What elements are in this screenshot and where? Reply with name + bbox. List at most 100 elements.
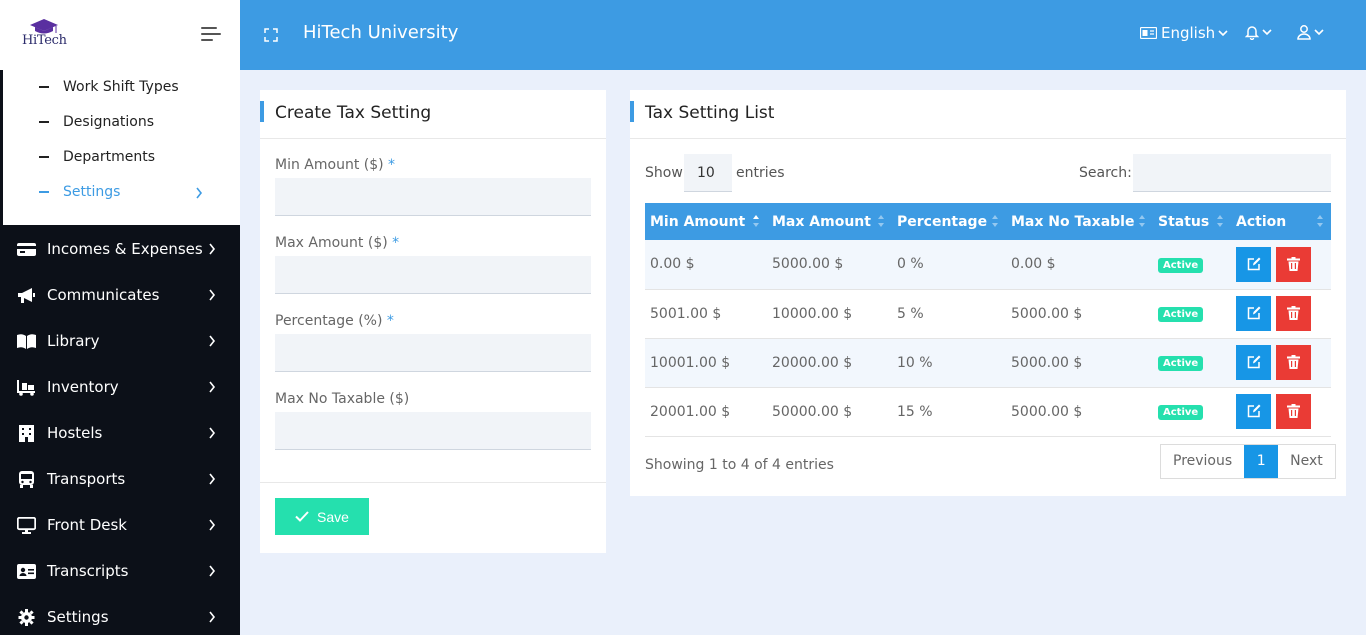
language-selector[interactable]: English: [1140, 24, 1228, 42]
notifications-button[interactable]: [1245, 24, 1272, 40]
sidebar-item-hostels[interactable]: Hostels: [0, 413, 240, 453]
sort-icon: [1139, 215, 1145, 227]
col-action[interactable]: Action: [1231, 203, 1331, 240]
building-icon: [19, 424, 34, 442]
graduation-cap-icon: [30, 19, 58, 34]
delete-button[interactable]: [1276, 246, 1311, 282]
bell-icon: [1245, 26, 1259, 40]
chevron-down-icon: [1262, 29, 1272, 36]
sort-icon: [1217, 215, 1223, 227]
cell-min-amount: 5001.00 $: [645, 289, 767, 339]
delete-button[interactable]: [1276, 345, 1311, 380]
table-header-row: Min Amount Max Amount Percentage Max No …: [645, 203, 1331, 240]
sidebar: Work Shift Types Designations Department…: [0, 70, 240, 635]
sidebar-item-transcripts[interactable]: Transcripts: [0, 551, 240, 591]
sidebar-item-label: Hostels: [47, 424, 103, 442]
page-1-button[interactable]: 1: [1244, 445, 1279, 478]
sidebar-item-label: Incomes & Expenses: [47, 240, 203, 258]
sidebar-item-label: Library: [47, 332, 100, 350]
delete-button[interactable]: [1276, 296, 1311, 331]
sidebar-subitem-work-shift-types[interactable]: Work Shift Types: [39, 79, 179, 95]
chevron-right-icon: [196, 187, 203, 199]
cell-percentage: 0 %: [892, 240, 1006, 290]
entries-select[interactable]: 10: [684, 154, 732, 192]
sort-icon: [878, 215, 884, 227]
entries-label: entries: [736, 165, 785, 181]
table-row: 5001.00 $ 10000.00 $ 5 % 5000.00 $ Activ…: [645, 289, 1331, 339]
cell-action: [1231, 387, 1331, 437]
sort-icon: [1317, 215, 1323, 227]
trash-icon: [1287, 404, 1300, 418]
col-max-amount[interactable]: Max Amount: [767, 203, 892, 240]
language-icon: [1140, 27, 1157, 39]
chevron-right-icon: [209, 611, 216, 623]
sidebar-item-front-desk[interactable]: Front Desk: [0, 505, 240, 545]
sidebar-item-label: Front Desk: [47, 516, 127, 534]
edit-icon: [1247, 355, 1261, 369]
sidebar-item-incomes-expenses[interactable]: Incomes & Expenses: [0, 229, 240, 269]
percentage-label: Percentage (%) *: [275, 313, 394, 329]
sidebar-item-library[interactable]: Library: [0, 321, 240, 361]
chevron-down-icon: [1218, 30, 1228, 37]
previous-page-button[interactable]: Previous: [1173, 453, 1233, 469]
sidebar-item-label: Settings: [47, 608, 109, 626]
sidebar-item-settings[interactable]: Settings: [0, 597, 240, 635]
save-button[interactable]: Save: [275, 498, 369, 535]
chevron-right-icon: [209, 473, 216, 485]
delete-button[interactable]: [1276, 394, 1311, 429]
max-amount-input[interactable]: [275, 256, 591, 294]
trash-icon: [1287, 355, 1300, 369]
fullscreen-icon[interactable]: [264, 28, 278, 42]
chevron-right-icon: [209, 289, 216, 301]
card-header: Tax Setting List: [630, 90, 1346, 139]
save-label: Save: [317, 508, 349, 525]
chevron-down-icon: [1314, 29, 1324, 36]
user-icon: [1297, 25, 1311, 40]
sidebar-item-label: Inventory: [47, 378, 119, 396]
status-badge: Active: [1158, 307, 1204, 322]
sidebar-subitem-settings[interactable]: Settings: [39, 184, 120, 200]
search-input[interactable]: [1133, 154, 1331, 192]
sidebar-item-label: Communicates: [47, 286, 160, 304]
sidebar-item-inventory[interactable]: Inventory: [0, 367, 240, 407]
sidebar-item-label: Transports: [47, 470, 126, 488]
col-percentage[interactable]: Percentage: [892, 203, 1006, 240]
max-no-taxable-label: Max No Taxable ($): [275, 391, 410, 407]
percentage-input[interactable]: [275, 334, 591, 372]
table-info: Showing 1 to 4 of 4 entries: [645, 457, 834, 473]
next-page-button[interactable]: Next: [1290, 453, 1323, 469]
sidebar-subitem-designations[interactable]: Designations: [39, 114, 154, 130]
show-label: Show: [645, 165, 683, 181]
cell-action: [1231, 240, 1331, 290]
edit-button[interactable]: [1236, 394, 1271, 429]
col-max-no-taxable[interactable]: Max No Taxable: [1006, 203, 1153, 240]
max-no-taxable-input[interactable]: [275, 412, 591, 450]
cell-min-amount: 0.00 $: [645, 240, 767, 290]
sidebar-subitem-label: Designations: [63, 114, 155, 130]
create-tax-setting-card: Create Tax Setting Min Amount ($) * Max …: [260, 90, 606, 553]
gear-icon: [18, 608, 35, 626]
sort-icon: [992, 215, 998, 227]
user-menu-button[interactable]: [1297, 24, 1324, 40]
cell-percentage: 15 %: [892, 387, 1006, 437]
edit-button[interactable]: [1236, 246, 1271, 282]
sidebar-subitem-departments[interactable]: Departments: [39, 149, 155, 165]
col-min-amount[interactable]: Min Amount: [645, 203, 767, 240]
table-row: 10001.00 $ 20000.00 $ 10 % 5000.00 $ Act…: [645, 338, 1331, 388]
sidebar-item-transports[interactable]: Transports: [0, 459, 240, 499]
cell-min-amount: 20001.00 $: [645, 387, 767, 437]
min-amount-input[interactable]: [275, 178, 591, 216]
dolly-icon: [17, 379, 35, 396]
sidebar-item-label: Transcripts: [47, 562, 129, 580]
edit-button[interactable]: [1236, 345, 1271, 380]
desktop-icon: [17, 516, 36, 534]
col-status[interactable]: Status: [1153, 203, 1231, 240]
menu-toggle-button[interactable]: [201, 27, 221, 43]
megaphone-icon: [18, 287, 35, 303]
card-header: Create Tax Setting: [260, 90, 606, 139]
edit-button[interactable]: [1236, 296, 1271, 331]
cell-max-no-taxable: 5000.00 $: [1006, 338, 1153, 388]
status-badge: Active: [1158, 356, 1204, 371]
sidebar-subitem-label: Departments: [63, 149, 156, 165]
sidebar-item-communicates[interactable]: Communicates: [0, 275, 240, 315]
